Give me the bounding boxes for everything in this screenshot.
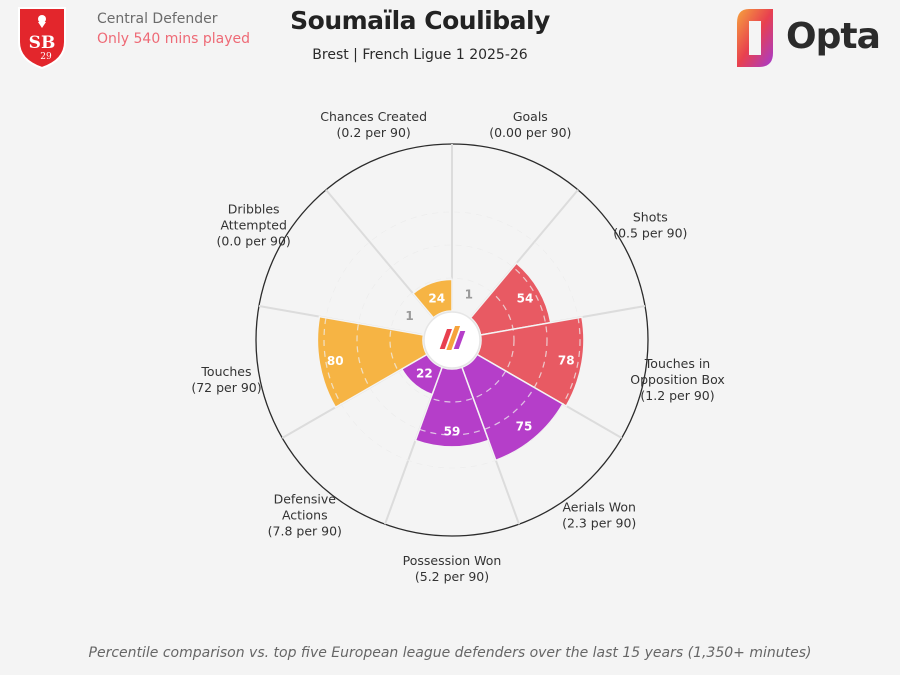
player-role: Central Defender: [97, 11, 218, 27]
club-crest-logo: SB 29: [18, 7, 66, 70]
grid-circle: [323, 211, 581, 469]
category-per90: (2.3 per 90): [562, 515, 636, 530]
footnote: Percentile comparison vs. top five Europ…: [88, 645, 812, 661]
category-per90: (0.0 per 90): [217, 234, 291, 249]
polar-chart: 1 54 78 75 59 22 80 1 24 Goals (0.00 per 90) Shots…: [191, 109, 724, 584]
category-per90: (7.8 per 90): [268, 523, 342, 538]
category-label: Defensive Actions (7.8 per 90): [268, 491, 342, 538]
chart-bars: [316, 262, 585, 462]
grid-circle: [356, 244, 548, 436]
category-name: Possession Won: [403, 553, 502, 568]
grid-circle-shadow: [356, 244, 548, 436]
bar-segment: [411, 278, 453, 319]
category-per90: (5.2 per 90): [415, 569, 489, 584]
page-title: Soumaïla Coulibaly: [290, 6, 550, 35]
category-name: Attempted: [220, 218, 286, 233]
bar-segment: [469, 262, 552, 336]
category-per90: (0.5 per 90): [613, 226, 687, 241]
category-label: Chances Created (0.2 per 90): [320, 109, 427, 140]
chart-grid: [323, 211, 581, 469]
category-label: Shots (0.5 per 90): [613, 210, 687, 241]
chart-value-labels: 1 54 78 75 59 22 80 1 24: [327, 287, 575, 438]
category-name: Goals: [513, 109, 548, 124]
chart-center-logo: [423, 311, 481, 369]
bar-value-label: 75: [516, 419, 533, 433]
opta-logo-icon: [737, 9, 773, 67]
bar-value-label: 1: [465, 287, 473, 301]
category-per90: (0.2 per 90): [337, 125, 411, 140]
category-per90: (1.2 per 90): [640, 388, 714, 403]
grid-circle: [389, 277, 515, 403]
category-name: Aerials Won: [562, 499, 635, 514]
category-name: Actions: [282, 507, 328, 522]
category-name: Opposition Box: [630, 372, 725, 387]
category-per90: (72 per 90): [191, 380, 261, 395]
bar-value-label: 80: [327, 354, 344, 368]
opta-wordmark: Opta: [786, 16, 881, 57]
bar-value-label: 24: [428, 292, 445, 306]
grid-circle-shadow: [323, 211, 581, 469]
bar-value-label: 1: [405, 309, 413, 323]
category-label: Touches in Opposition Box (1.2 per 90): [630, 356, 725, 403]
bar-segment: [476, 316, 585, 408]
bar-value-label: 22: [416, 366, 433, 380]
category-label: Goals (0.00 per 90): [489, 109, 571, 140]
category-name: Touches: [200, 364, 251, 379]
category-name: Shots: [633, 210, 668, 225]
chart-category-labels: Goals (0.00 per 90) Shots (0.5 per 90) Touch…: [191, 109, 724, 584]
bar-segment: [316, 315, 428, 409]
page-subtitle: Brest | French Ligue 1 2025-26: [312, 47, 528, 63]
category-name: Dribbles: [228, 202, 280, 217]
category-name: Touches in: [644, 356, 710, 371]
bar-segment: [414, 366, 490, 448]
center-opta-icon: [439, 326, 466, 350]
category-label: Touches (72 per 90): [191, 364, 261, 395]
category-label: Aerials Won (2.3 per 90): [562, 499, 636, 530]
grid-circle-shadow: [389, 277, 515, 403]
category-label: Dribbles Attempted (0.0 per 90): [217, 202, 291, 249]
bar-value-label: 54: [517, 291, 534, 305]
category-per90: (0.00 per 90): [489, 125, 571, 140]
bar-value-label: 78: [558, 354, 575, 368]
svg-text:SB: SB: [29, 33, 56, 53]
category-name: Chances Created: [320, 109, 427, 124]
category-label: Possession Won (5.2 per 90): [403, 553, 502, 584]
bar-value-label: 59: [444, 424, 461, 438]
category-name: Defensive: [274, 491, 337, 506]
minutes-warning: Only 540 mins played: [97, 31, 250, 47]
svg-text:29: 29: [40, 52, 52, 62]
